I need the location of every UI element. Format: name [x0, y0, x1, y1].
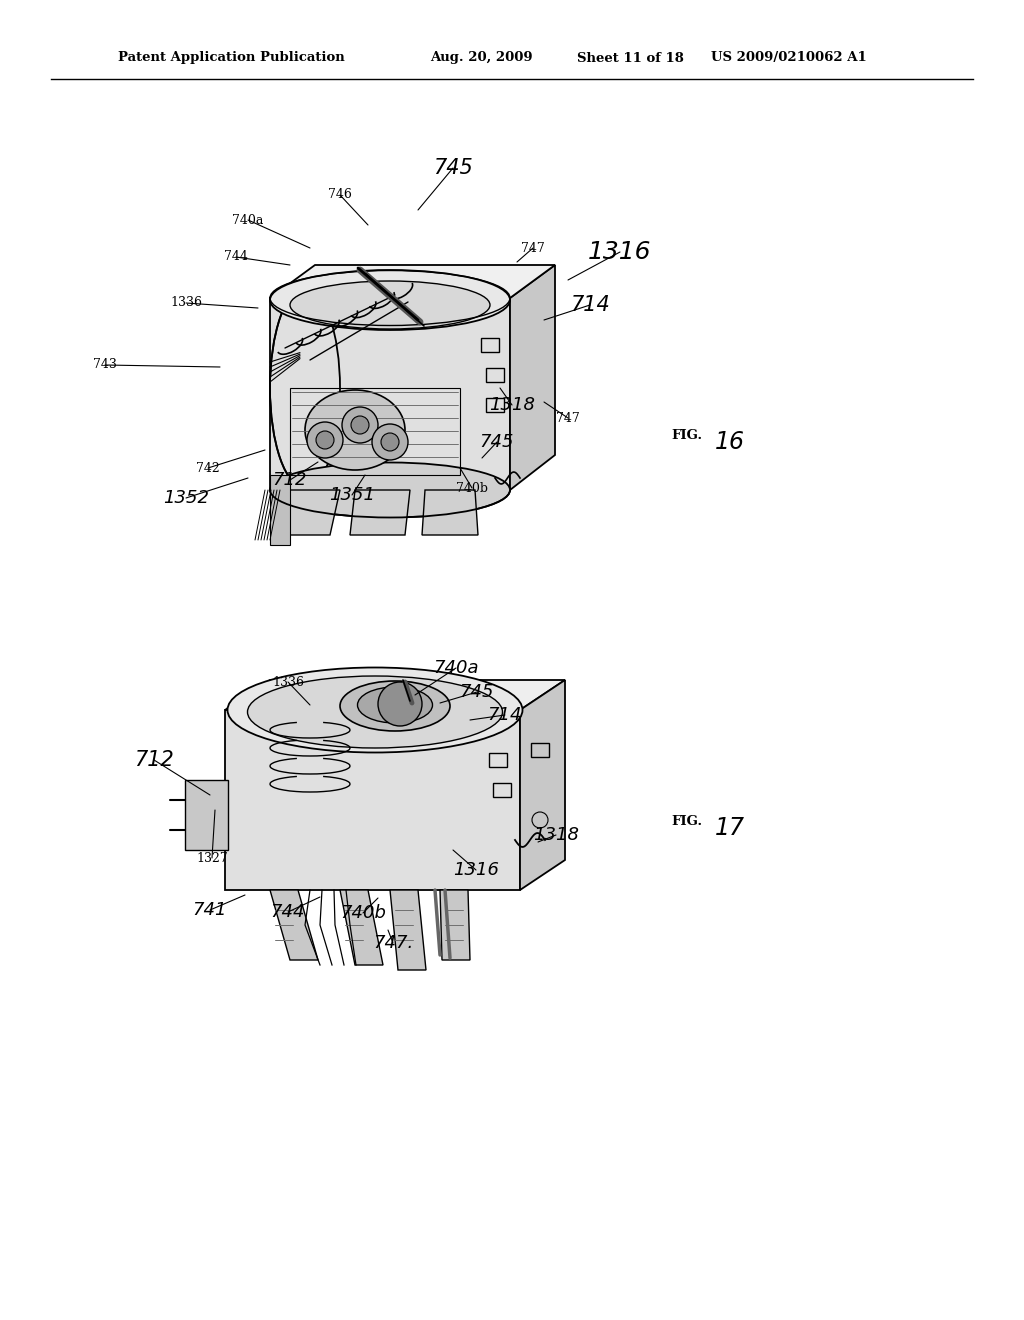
- Text: 712: 712: [134, 750, 174, 770]
- Circle shape: [316, 432, 334, 449]
- Ellipse shape: [340, 681, 450, 731]
- Ellipse shape: [305, 389, 406, 470]
- Text: 744: 744: [224, 251, 248, 264]
- Text: 712: 712: [272, 471, 307, 488]
- Circle shape: [351, 416, 369, 434]
- Polygon shape: [225, 710, 520, 890]
- Text: 742: 742: [197, 462, 220, 474]
- Polygon shape: [422, 490, 478, 535]
- Text: 740b: 740b: [340, 904, 386, 921]
- Polygon shape: [390, 890, 426, 970]
- Text: 1318: 1318: [534, 826, 579, 843]
- Text: US 2009/0210062 A1: US 2009/0210062 A1: [711, 51, 866, 65]
- Text: 745: 745: [433, 158, 473, 178]
- Polygon shape: [225, 680, 565, 710]
- Text: 743: 743: [93, 359, 117, 371]
- Text: 714: 714: [487, 706, 522, 723]
- Polygon shape: [350, 490, 410, 535]
- Circle shape: [342, 407, 378, 444]
- Text: 747: 747: [521, 242, 545, 255]
- Polygon shape: [270, 265, 555, 298]
- Text: Aug. 20, 2009: Aug. 20, 2009: [430, 51, 532, 65]
- Text: 741: 741: [193, 902, 227, 919]
- Text: 740a: 740a: [433, 659, 479, 677]
- Text: 1316: 1316: [453, 861, 499, 879]
- Circle shape: [378, 682, 422, 726]
- Polygon shape: [270, 475, 290, 545]
- Text: 1351: 1351: [329, 486, 375, 504]
- Text: 1336: 1336: [272, 676, 304, 689]
- Text: 1336: 1336: [170, 297, 202, 309]
- Ellipse shape: [270, 271, 510, 330]
- Circle shape: [372, 424, 408, 459]
- Text: 740b: 740b: [456, 482, 488, 495]
- Polygon shape: [270, 890, 318, 960]
- Polygon shape: [520, 680, 565, 890]
- Polygon shape: [440, 890, 470, 960]
- Text: FIG.: FIG.: [672, 814, 702, 828]
- Polygon shape: [270, 298, 510, 490]
- Ellipse shape: [270, 462, 510, 517]
- Text: 745: 745: [480, 433, 514, 451]
- Circle shape: [307, 422, 343, 458]
- Text: 714: 714: [570, 294, 610, 315]
- Circle shape: [381, 433, 399, 451]
- Text: Patent Application Publication: Patent Application Publication: [118, 51, 344, 65]
- Ellipse shape: [248, 676, 503, 748]
- Text: 16: 16: [715, 430, 744, 454]
- Text: Sheet 11 of 18: Sheet 11 of 18: [577, 51, 683, 65]
- Text: 747: 747: [556, 412, 580, 425]
- Text: 740a: 740a: [232, 214, 264, 227]
- Polygon shape: [185, 780, 228, 850]
- Text: 1327: 1327: [197, 851, 228, 865]
- Text: 1318: 1318: [489, 396, 535, 414]
- Text: 744: 744: [270, 903, 305, 921]
- Text: 747.: 747.: [373, 935, 413, 952]
- Polygon shape: [280, 490, 340, 535]
- Polygon shape: [340, 890, 383, 965]
- Text: 17: 17: [715, 816, 744, 840]
- Ellipse shape: [227, 668, 522, 752]
- Text: 1352: 1352: [163, 488, 209, 507]
- Ellipse shape: [290, 281, 490, 329]
- Text: 745: 745: [460, 682, 495, 701]
- Text: FIG.: FIG.: [672, 429, 702, 442]
- Polygon shape: [510, 265, 555, 490]
- Text: 1316: 1316: [588, 240, 651, 264]
- Text: 746: 746: [328, 189, 352, 202]
- Ellipse shape: [357, 686, 432, 723]
